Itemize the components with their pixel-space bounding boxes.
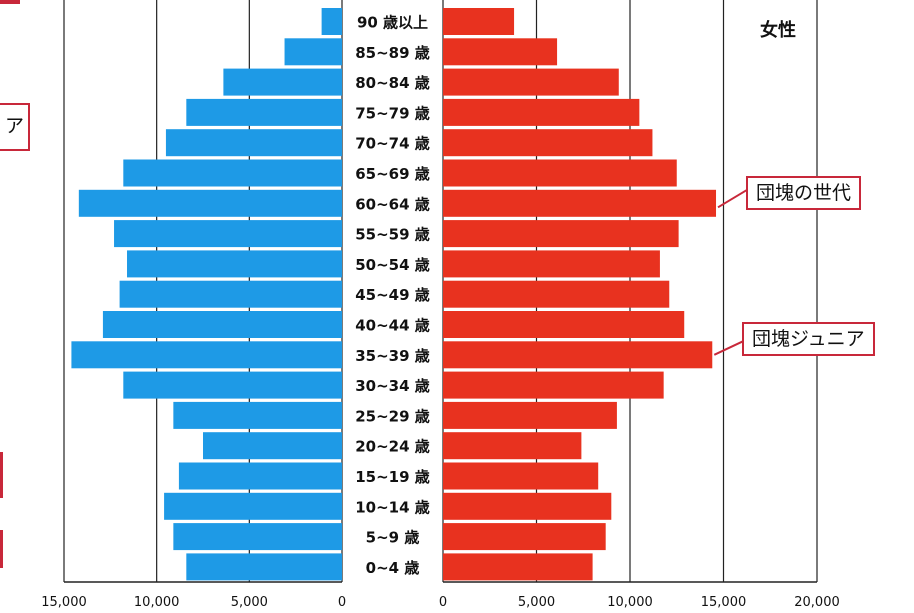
left-tick-label: 0	[338, 595, 346, 610]
callout-connector-dankai-generation	[717, 188, 749, 209]
male-bar	[123, 159, 342, 187]
left-tick-label: 5,000	[231, 595, 268, 610]
male-bar	[186, 98, 342, 126]
male-bar	[123, 371, 342, 399]
female-bar	[443, 523, 606, 551]
male-bar	[203, 432, 342, 460]
age-label: 65~69 歳	[355, 165, 430, 183]
male-bar	[178, 462, 342, 490]
right-tick-label: 15,000	[701, 595, 747, 610]
age-label: 30~34 歳	[355, 377, 430, 395]
age-label: 90 歳以上	[357, 14, 428, 32]
male-bar	[173, 523, 342, 551]
male-bar	[102, 311, 342, 338]
age-label: 55~59 歳	[355, 226, 430, 244]
female-bar	[443, 8, 515, 35]
female-bar	[443, 401, 617, 429]
age-label: 80~84 歳	[355, 74, 430, 92]
callout-dankai-junior-text: 団塊ジュニア	[752, 328, 865, 350]
male-bar	[119, 280, 342, 308]
male-bar	[71, 341, 342, 369]
age-label: 5~9 歳	[366, 529, 420, 547]
female-bar	[443, 432, 582, 460]
male-bar	[321, 8, 342, 35]
female-bar	[443, 98, 640, 126]
female-bars	[443, 8, 717, 581]
left-tick-label: 10,000	[134, 595, 180, 610]
left-axis-ticks: 15,000 10,000 5,000 0	[41, 595, 346, 610]
age-label: 0~4 歳	[366, 559, 420, 577]
age-label: 10~14 歳	[355, 498, 430, 516]
age-label: 60~64 歳	[355, 195, 430, 213]
callout-dankai-generation: 団塊の世代	[746, 176, 862, 210]
male-bar	[127, 250, 342, 278]
left-tick-label: 15,000	[41, 595, 87, 610]
right-tick-label: 5,000	[518, 595, 555, 610]
male-bar	[114, 220, 342, 248]
male-bar	[173, 401, 342, 429]
female-bar	[443, 492, 612, 520]
right-axis-ticks: 0 5,000 10,000 15,000 20,000	[439, 595, 840, 610]
left-edge-bar-2	[0, 530, 3, 568]
male-bars	[71, 8, 343, 581]
female-bar	[443, 38, 558, 66]
age-label: 70~74 歳	[355, 135, 430, 153]
female-bar	[443, 280, 670, 308]
top-left-edge-mark	[0, 0, 20, 4]
age-labels: 90 歳以上 85~89 歳 80~84 歳 75~79 歳 70~74 歳 65~69 …	[355, 14, 430, 577]
age-label: 15~19 歳	[355, 468, 430, 486]
female-bar	[443, 220, 679, 248]
male-bar	[165, 129, 342, 157]
age-label: 25~29 歳	[355, 407, 430, 425]
male-bar	[223, 68, 342, 96]
age-label: 75~79 歳	[355, 104, 430, 122]
callout-connector-dankai-junior	[713, 339, 745, 356]
female-bar	[443, 129, 653, 157]
age-label: 50~54 歳	[355, 256, 430, 274]
right-tick-label: 20,000	[794, 595, 840, 610]
female-bar	[443, 250, 660, 278]
female-bar	[443, 462, 599, 490]
female-bar	[443, 311, 685, 338]
left-edge-callout: ア	[0, 103, 30, 151]
female-bar	[443, 553, 593, 581]
callout-dankai-generation-text: 団塊の世代	[756, 182, 852, 204]
male-bar	[186, 553, 342, 581]
left-edge-bar-1	[0, 452, 3, 498]
female-bar	[443, 68, 619, 96]
age-label: 20~24 歳	[355, 438, 430, 456]
age-label: 40~44 歳	[355, 317, 430, 335]
age-label: 45~49 歳	[355, 286, 430, 304]
right-tick-label: 10,000	[607, 595, 653, 610]
male-bar	[284, 38, 342, 66]
female-bar	[443, 189, 717, 217]
callout-dankai-junior: 団塊ジュニア	[742, 322, 875, 356]
male-bar	[164, 492, 342, 520]
male-bar	[78, 189, 343, 217]
right-tick-label: 0	[439, 595, 447, 610]
female-bar	[443, 371, 664, 399]
female-bar	[443, 341, 713, 369]
female-bar	[443, 159, 677, 187]
female-legend-label: 女性	[760, 19, 796, 41]
callout-connectors	[713, 188, 749, 356]
left-edge-callout-text: ア	[4, 115, 24, 137]
age-label: 85~89 歳	[355, 44, 430, 62]
age-label: 35~39 歳	[355, 347, 430, 365]
